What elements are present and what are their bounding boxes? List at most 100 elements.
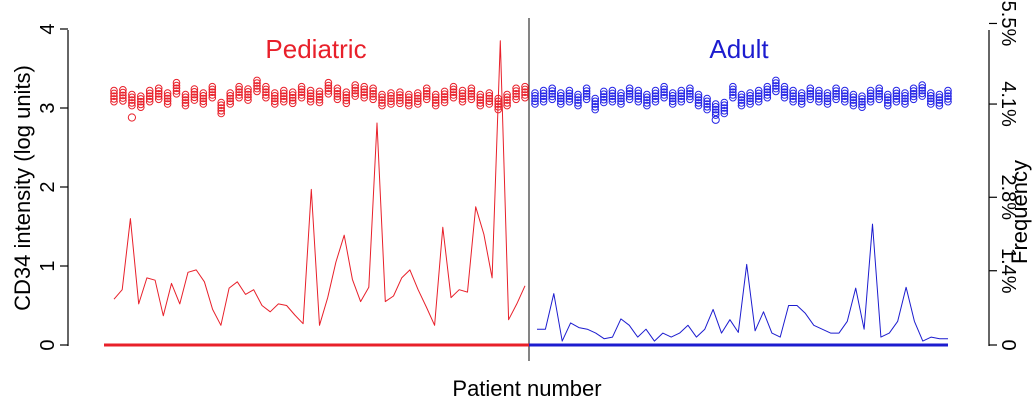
data-point-pediatric: [280, 89, 288, 98]
data-point-pediatric: [110, 92, 118, 100]
data-point-adult: [617, 89, 625, 97]
data-point-pediatric: [333, 84, 342, 93]
data-point-pediatric: [503, 99, 511, 107]
data-point-pediatric: [458, 86, 467, 95]
data-point-adult: [617, 97, 625, 106]
data-point-pediatric: [387, 94, 395, 103]
data-point-pediatric: [431, 101, 440, 110]
data-point-adult: [849, 90, 858, 99]
data-point-pediatric: [315, 90, 324, 98]
data-point-pediatric: [172, 78, 181, 87]
data-point-pediatric: [521, 82, 529, 91]
data-point-adult: [582, 87, 591, 95]
data-point-adult: [858, 103, 866, 111]
data-point-adult: [780, 82, 789, 91]
data-point-pediatric: [351, 89, 360, 98]
data-point-adult: [797, 89, 806, 97]
data-point-pediatric: [396, 91, 404, 99]
data-point-pediatric: [342, 91, 351, 99]
data-point-adult: [763, 93, 772, 102]
data-point-pediatric: [485, 92, 494, 100]
data-point-pediatric: [190, 93, 199, 102]
data-point-pediatric: [137, 95, 145, 103]
data-point-pediatric: [306, 86, 315, 95]
data-point-pediatric: [369, 84, 377, 93]
data-point-pediatric: [521, 85, 529, 94]
data-point-pediatric: [244, 93, 252, 102]
data-point-pediatric: [431, 96, 440, 104]
data-point-adult: [944, 97, 952, 106]
data-point-pediatric: [405, 99, 413, 107]
data-point-adult: [625, 90, 634, 98]
data-point-adult: [557, 100, 565, 108]
data-point-adult: [643, 101, 651, 110]
data-point-pediatric: [378, 96, 386, 104]
data-point-pediatric: [226, 94, 234, 103]
data-point-pediatric: [360, 93, 369, 102]
data-point-pediatric: [235, 91, 243, 99]
data-point-pediatric: [137, 97, 145, 106]
data-point-adult: [909, 84, 918, 93]
data-point-adult: [918, 84, 927, 92]
data-point-adult: [720, 101, 729, 109]
data-point-pediatric: [199, 97, 208, 106]
data-point-pediatric: [405, 96, 413, 104]
data-point-adult: [763, 91, 772, 99]
data-point-pediatric: [414, 92, 422, 100]
data-point-pediatric: [467, 84, 476, 93]
data-point-adult: [901, 89, 909, 97]
data-point-pediatric: [172, 90, 181, 98]
data-point-pediatric: [280, 95, 288, 103]
data-point-adult: [797, 92, 806, 100]
data-point-pediatric: [431, 93, 440, 102]
data-point-pediatric: [137, 100, 145, 109]
data-point-adult: [866, 89, 875, 98]
data-point-adult: [582, 90, 591, 98]
data-point-adult: [789, 92, 797, 100]
data-point-adult: [901, 92, 909, 100]
data-point-adult: [625, 87, 634, 95]
data-point-adult: [901, 97, 909, 106]
data-point-pediatric: [324, 81, 333, 90]
data-point-pediatric: [342, 99, 351, 108]
data-point-pediatric: [440, 93, 449, 101]
data-point-adult: [918, 86, 927, 95]
data-point-pediatric: [119, 86, 127, 94]
data-point-pediatric: [512, 95, 520, 104]
data-point-adult: [815, 92, 823, 100]
data-point-pediatric: [297, 88, 306, 96]
left-tick-label: 4: [37, 23, 59, 34]
data-point-pediatric: [449, 93, 458, 102]
data-point-adult: [901, 94, 909, 103]
data-point-adult: [643, 90, 651, 99]
data-point-adult: [651, 86, 660, 95]
data-point-adult: [565, 92, 574, 100]
data-point-pediatric: [512, 87, 520, 95]
data-point-adult: [600, 93, 608, 101]
data-point-pediatric: [387, 97, 395, 106]
data-point-adult: [729, 82, 737, 91]
data-point-pediatric: [387, 100, 395, 108]
data-point-adult: [849, 99, 858, 107]
data-point-pediatric: [414, 97, 422, 106]
data-point-adult: [600, 87, 608, 96]
data-point-adult: [565, 86, 574, 95]
data-point-pediatric: [235, 85, 243, 94]
data-point-pediatric: [128, 101, 136, 110]
data-point-pediatric: [467, 95, 476, 104]
data-point-pediatric: [145, 86, 154, 95]
data-point-adult: [754, 89, 763, 98]
data-point-adult: [927, 100, 935, 108]
data-point-adult: [892, 95, 901, 103]
data-point-pediatric: [512, 92, 520, 101]
data-point-adult: [729, 91, 737, 99]
data-point-pediatric: [306, 92, 315, 100]
data-point-pediatric: [440, 95, 449, 104]
data-point-adult: [901, 100, 909, 108]
data-point-adult: [634, 95, 643, 103]
data-point-adult: [737, 99, 746, 107]
data-point-pediatric: [172, 87, 181, 95]
data-point-pediatric: [128, 99, 136, 107]
data-point-adult: [832, 84, 840, 93]
data-point-pediatric: [208, 93, 217, 102]
